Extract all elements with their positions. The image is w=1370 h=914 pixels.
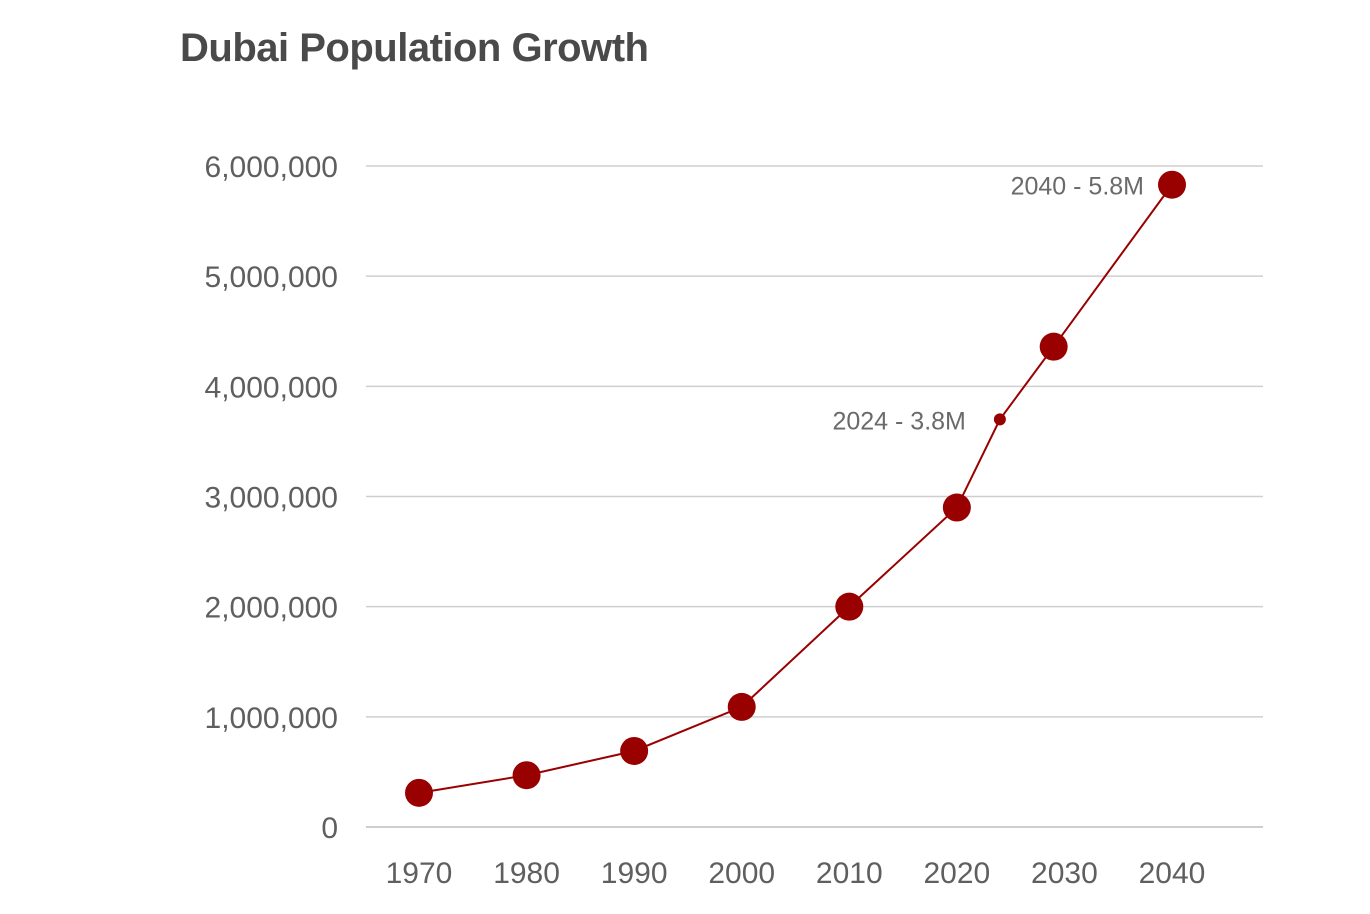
data-point [1158, 170, 1186, 199]
annotation-label: 2024 - 3.8M [832, 407, 965, 435]
chart-title: Dubai Population Growth [180, 26, 649, 70]
data-point [620, 736, 649, 765]
x-tick-label: 2010 [816, 857, 883, 890]
data-point [727, 692, 756, 721]
x-tick-label: 1990 [601, 857, 668, 890]
y-tick-label: 5,000,000 [205, 261, 338, 294]
y-tick-label: 3,000,000 [205, 482, 338, 515]
data-point [942, 493, 971, 522]
data-point [835, 592, 864, 621]
annotation-label: 2040 - 5.8M [1011, 173, 1144, 201]
x-tick-label: 1970 [386, 857, 453, 890]
data-point [1039, 332, 1068, 361]
y-tick-label: 0 [321, 812, 338, 845]
x-tick-label: 2020 [923, 857, 990, 890]
x-tick-label: 1980 [493, 857, 560, 890]
x-tick-label: 2040 [1139, 857, 1206, 890]
x-tick-label: 2030 [1031, 857, 1098, 890]
y-tick-label: 6,000,000 [205, 151, 338, 184]
data-point [405, 778, 433, 807]
data-point [512, 761, 541, 790]
y-tick-label: 4,000,000 [205, 371, 338, 404]
y-tick-label: 1,000,000 [205, 702, 338, 735]
x-tick-label: 2000 [708, 857, 775, 890]
data-point [993, 413, 1006, 426]
y-tick-label: 2,000,000 [205, 592, 338, 625]
